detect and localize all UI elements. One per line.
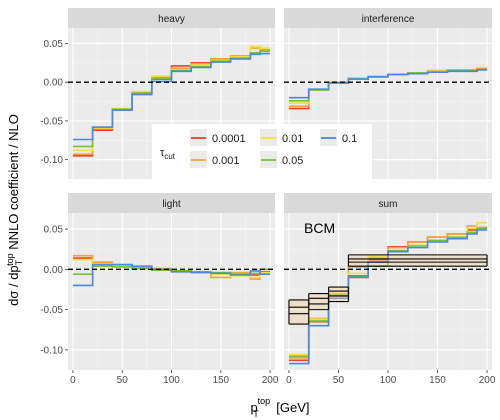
x-tick-label: 100 xyxy=(380,375,397,386)
x-tick-label: 200 xyxy=(479,375,496,386)
x-tick-label: 0 xyxy=(70,375,76,386)
legend-label-0.1: 0.1 xyxy=(342,133,357,145)
bcm-band xyxy=(328,287,349,302)
series-line-tau-0.1 xyxy=(288,69,488,99)
facet-panels: heavy -0.10 -0.05 0.00 0.05 interference light… xyxy=(40,8,492,370)
y-axis-title: dσ / dpTtop NNLO coefficient / NLO xyxy=(5,114,24,306)
bcm-annotation: BCM xyxy=(304,220,335,236)
series-line-tau-0.1 xyxy=(72,263,271,287)
legend-label-0.05: 0.05 xyxy=(282,155,303,167)
y-tick-label: -0.05 xyxy=(40,116,63,127)
x-tick-label: 150 xyxy=(429,375,446,386)
strip-heavy xyxy=(68,8,275,28)
x-tick-label: 200 xyxy=(262,375,279,386)
x-axis-title: ptop T [GeV] xyxy=(250,396,309,419)
y-tick-label: -0.10 xyxy=(40,155,63,166)
y-tick-label: -0.05 xyxy=(40,305,63,316)
strip-label-interference: interference xyxy=(362,14,415,25)
x-tick-label: 50 xyxy=(117,375,129,386)
legend-label-0.001: 0.001 xyxy=(212,155,240,167)
panel-light: light -0.10 -0.05 0.00 0.05 xyxy=(40,193,275,370)
legend-label-0.01: 0.01 xyxy=(282,133,303,145)
y-tick-label: 0.05 xyxy=(44,39,64,50)
legend-label-0.0001: 0.0001 xyxy=(212,133,246,145)
bcm-band xyxy=(348,254,488,267)
panel-sum: sum BCM xyxy=(284,193,492,370)
x-tick-label: 150 xyxy=(212,375,229,386)
bcm-band xyxy=(308,293,329,310)
x-axis-ticks: 0 50 100 150 200 0 50 100 150 200 xyxy=(70,370,496,386)
strip-sum xyxy=(284,193,492,213)
strip-light xyxy=(68,193,275,213)
series-line-tau-0.1 xyxy=(72,52,271,141)
x-tick-label: 50 xyxy=(333,375,345,386)
y-tick-label: -0.10 xyxy=(40,345,63,356)
x-tick-label: 100 xyxy=(163,375,180,386)
strip-label-heavy: heavy xyxy=(158,14,185,25)
y-tick-label: 0.00 xyxy=(44,78,64,89)
series-line-tau-0.1 xyxy=(288,229,488,365)
bcm-band xyxy=(288,299,309,325)
y-tick-label: 0.00 xyxy=(44,265,64,276)
strip-interference xyxy=(284,8,492,28)
x-tick-label: 0 xyxy=(286,375,292,386)
strip-label-sum: sum xyxy=(379,199,398,210)
strip-label-light: light xyxy=(162,199,181,210)
y-tick-label: 0.05 xyxy=(44,225,64,236)
